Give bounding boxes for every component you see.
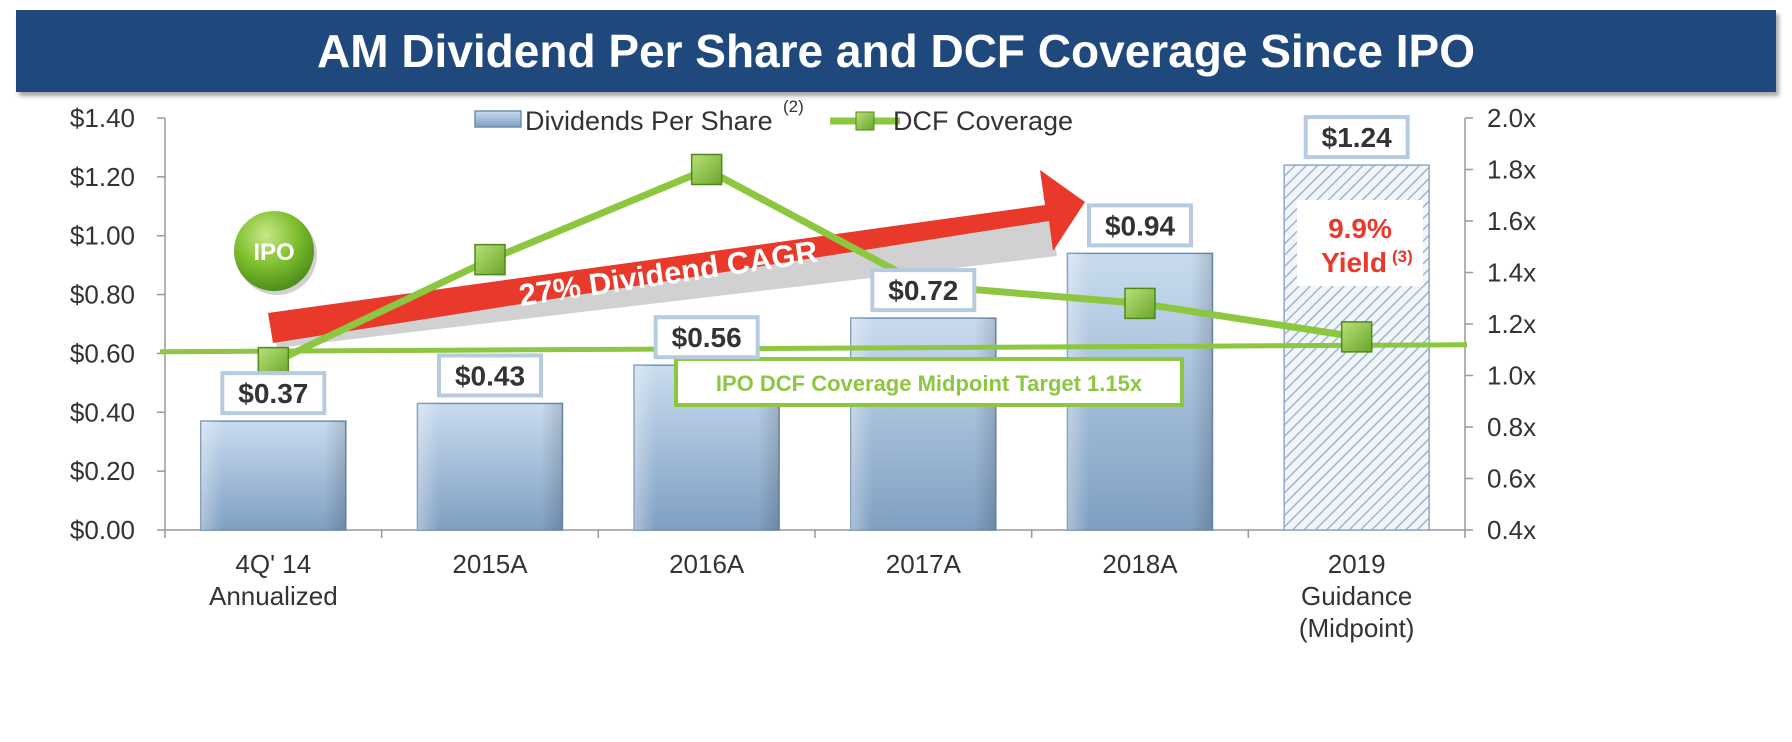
axes: $0.00 $0.20 $0.40 $0.60 $0.80 $1.00 $1.20 $1.40… xyxy=(70,103,1536,643)
x-tick-label: Guidance xyxy=(1301,581,1412,611)
target-line xyxy=(159,342,1468,355)
bar-value-box xyxy=(437,353,543,398)
x-tick-label: 2019 xyxy=(1328,549,1386,579)
right-tick-label: 0.4x xyxy=(1487,515,1536,545)
bar-value-box xyxy=(220,371,327,416)
bar-value-box xyxy=(870,268,977,313)
left-tick-label: $1.00 xyxy=(70,221,135,251)
legend-swatch-dcf-marker xyxy=(855,111,875,131)
bar-value-label: $0.94 xyxy=(1105,210,1175,241)
left-tick-label: $0.20 xyxy=(70,456,135,486)
left-tick-label: $0.80 xyxy=(70,280,135,310)
dcf-coverage-marker xyxy=(690,153,723,186)
left-tick-label: $0.40 xyxy=(70,397,135,427)
right-tick-label: 1.4x xyxy=(1487,258,1536,288)
bar-value-label: $0.37 xyxy=(238,378,308,409)
annotations: IPO 9.9%Yield (3) xyxy=(234,200,1423,295)
right-tick-label: 1.2x xyxy=(1487,309,1536,339)
dcf-coverage-marker xyxy=(1124,287,1156,320)
bar-value-label: $1.24 xyxy=(1322,122,1392,153)
left-tick-label: $0.60 xyxy=(70,338,135,368)
ipo-badge xyxy=(234,211,314,291)
yield-box xyxy=(1297,200,1423,286)
target-label-box xyxy=(674,357,1184,407)
dividend-bar-shade xyxy=(200,421,346,530)
legend: Dividends Per Share (2) DCF Coverage xyxy=(474,97,1073,136)
dcf-coverage-marker xyxy=(1340,321,1373,353)
target-line-group: IPO DCF Coverage Midpoint Target 1.15x xyxy=(159,342,1468,407)
left-tick-label: $0.00 xyxy=(70,515,135,545)
x-tick-label: 4Q' 14 xyxy=(235,549,311,579)
dividend-bar-shade xyxy=(850,318,996,530)
right-tick-label: 0.6x xyxy=(1487,464,1536,494)
legend-label-dcf: DCF Coverage xyxy=(893,106,1073,136)
bar-value-label: $0.56 xyxy=(672,322,742,353)
x-tick-label: 2015A xyxy=(452,549,528,579)
dcf-coverage-marker xyxy=(474,243,506,276)
right-tick-label: 0.8x xyxy=(1487,412,1536,442)
target-label: IPO DCF Coverage Midpoint Target 1.15x xyxy=(716,371,1143,396)
legend-swatch-dividends xyxy=(474,110,522,128)
bar-value-box xyxy=(1303,115,1410,160)
yield-label: Yield xyxy=(1321,247,1387,278)
x-tick-label: 2017A xyxy=(886,549,962,579)
right-tick-label: 1.8x xyxy=(1487,155,1536,185)
right-tick-label: 1.6x xyxy=(1487,206,1536,236)
left-tick-label: $1.20 xyxy=(70,162,135,192)
legend-superscript: (2) xyxy=(783,97,804,116)
cagr-arrow xyxy=(268,170,1085,343)
left-tick-label: $1.40 xyxy=(70,103,135,133)
x-tick-label: Annualized xyxy=(209,581,338,611)
right-tick-label: 2.0x xyxy=(1487,103,1536,133)
bar-labels: $0.37 $0.43 $0.56 $0.72 $0.94 $1.24 xyxy=(220,115,1410,416)
x-tick-label: (Midpoint) xyxy=(1299,613,1415,643)
yield-superscript: (3) xyxy=(1392,247,1413,266)
title-bar: AM Dividend Per Share and DCF Coverage S… xyxy=(16,10,1776,92)
dcf-coverage-line xyxy=(271,166,1358,366)
chart-title: AM Dividend Per Share and DCF Coverage S… xyxy=(317,25,1475,77)
right-tick-label: 1.0x xyxy=(1487,361,1536,391)
bar-value-box xyxy=(653,315,760,360)
bar-value-label: $0.72 xyxy=(888,275,958,306)
bar-value-box xyxy=(1087,203,1193,248)
dividend-bar-shade xyxy=(417,403,563,530)
x-tick-label: 2016A xyxy=(669,549,745,579)
legend-label-dividends: Dividends Per Share xyxy=(525,106,773,136)
yield-value: 9.9% xyxy=(1328,213,1392,244)
x-tick-label: 2018A xyxy=(1102,549,1178,579)
bar-value-label: $0.43 xyxy=(455,360,525,391)
ipo-badge-label: IPO xyxy=(253,239,294,266)
